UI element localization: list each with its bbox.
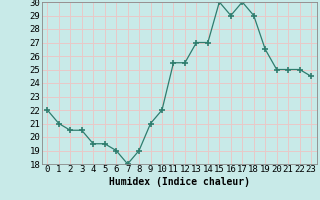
X-axis label: Humidex (Indice chaleur): Humidex (Indice chaleur) (109, 177, 250, 187)
